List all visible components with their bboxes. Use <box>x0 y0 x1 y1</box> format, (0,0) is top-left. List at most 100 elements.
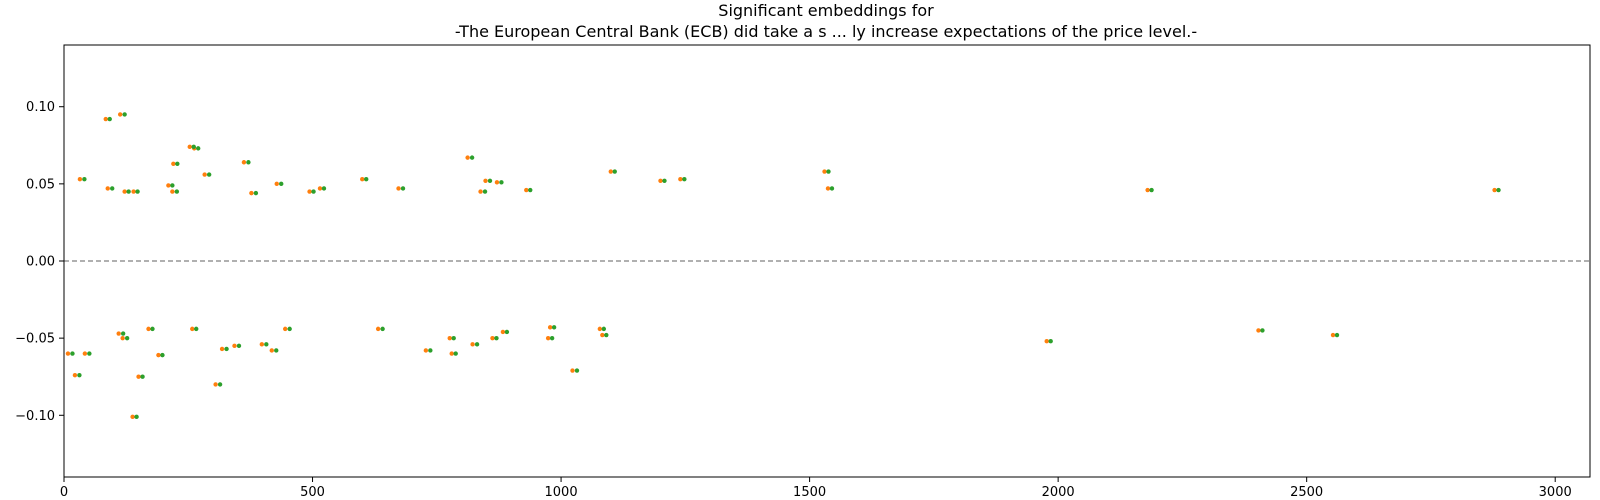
data-point <box>87 351 92 356</box>
data-point <box>483 178 488 183</box>
data-point <box>470 342 475 347</box>
data-point <box>447 335 452 341</box>
data-point <box>396 186 401 191</box>
data-point <box>170 183 175 188</box>
data-point <box>136 374 141 379</box>
data-point <box>375 326 381 332</box>
data-point <box>551 325 557 330</box>
data-point <box>682 177 687 182</box>
data-point <box>826 169 831 174</box>
data-point <box>174 189 180 194</box>
data-point <box>428 348 433 353</box>
data-point <box>107 116 112 122</box>
data-point <box>82 177 87 182</box>
data-point <box>380 326 385 332</box>
data-point <box>574 368 580 373</box>
data-point <box>122 189 127 194</box>
y-tick-label: 0.05 <box>26 177 55 192</box>
data-point <box>217 382 223 387</box>
data-point <box>274 348 279 353</box>
data-point <box>494 180 500 185</box>
data-point <box>224 346 229 352</box>
data-point <box>822 169 827 174</box>
data-point <box>120 331 126 336</box>
data-point <box>601 326 607 332</box>
data-point <box>360 177 365 182</box>
data-point <box>130 414 135 420</box>
data-point <box>400 186 406 191</box>
data-point <box>597 326 603 332</box>
data-point <box>282 326 288 332</box>
x-tick-label: 1000 <box>545 485 578 500</box>
data-point <box>77 372 82 378</box>
data-point <box>1256 328 1261 333</box>
data-point <box>570 368 575 373</box>
y-tick-label: −0.10 <box>15 409 55 424</box>
x-tick-label: 0 <box>60 485 68 500</box>
data-point <box>190 326 195 332</box>
data-point <box>232 343 237 349</box>
data-point <box>110 186 115 191</box>
data-point <box>156 352 161 358</box>
data-point <box>449 351 454 356</box>
data-point <box>678 177 683 182</box>
data-point <box>1145 187 1150 193</box>
data-point <box>364 177 369 182</box>
data-point <box>72 372 78 378</box>
data-point <box>524 187 529 193</box>
data-point <box>658 178 663 183</box>
data-point <box>423 348 429 353</box>
x-tick-label: 2500 <box>1290 485 1323 500</box>
data-point <box>116 331 121 336</box>
data-point <box>453 351 458 356</box>
data-point <box>528 187 533 193</box>
data-point <box>105 186 110 191</box>
data-point <box>1492 187 1497 193</box>
data-point <box>124 335 130 341</box>
data-point <box>465 155 470 160</box>
data-point <box>545 335 551 341</box>
data-point <box>122 112 127 117</box>
data-point <box>65 351 71 356</box>
data-point <box>269 348 274 353</box>
data-point <box>274 181 279 187</box>
data-point <box>246 160 251 165</box>
data-point <box>241 160 247 165</box>
data-point <box>1334 332 1340 338</box>
data-point <box>236 343 242 349</box>
data-point <box>70 351 75 356</box>
data-point <box>494 335 499 341</box>
data-point <box>82 351 88 356</box>
data-point <box>451 335 456 341</box>
data-point <box>490 335 495 341</box>
data-point <box>191 144 196 150</box>
data-point <box>1048 339 1053 344</box>
data-point <box>146 326 151 332</box>
data-point <box>499 180 504 185</box>
data-point <box>504 329 510 335</box>
y-tick-label: 0.10 <box>26 100 55 115</box>
data-point <box>253 190 259 196</box>
data-point <box>829 186 835 191</box>
data-point <box>120 335 125 341</box>
data-point <box>213 382 218 387</box>
data-point <box>140 374 145 379</box>
data-point <box>171 161 176 166</box>
x-tick-label: 2000 <box>1042 485 1075 500</box>
data-point <box>134 414 139 420</box>
data-point <box>175 161 180 166</box>
data-point <box>482 189 488 194</box>
data-point <box>1260 328 1265 333</box>
x-tick-label: 500 <box>300 485 325 500</box>
data-point <box>126 189 131 194</box>
data-point <box>311 189 316 194</box>
data-point <box>608 169 613 174</box>
data-point <box>160 352 165 358</box>
data-point <box>202 172 207 177</box>
data-point <box>206 172 212 177</box>
data-point <box>194 326 199 332</box>
y-tick-label: 0.00 <box>26 255 55 270</box>
data-point <box>103 116 108 122</box>
